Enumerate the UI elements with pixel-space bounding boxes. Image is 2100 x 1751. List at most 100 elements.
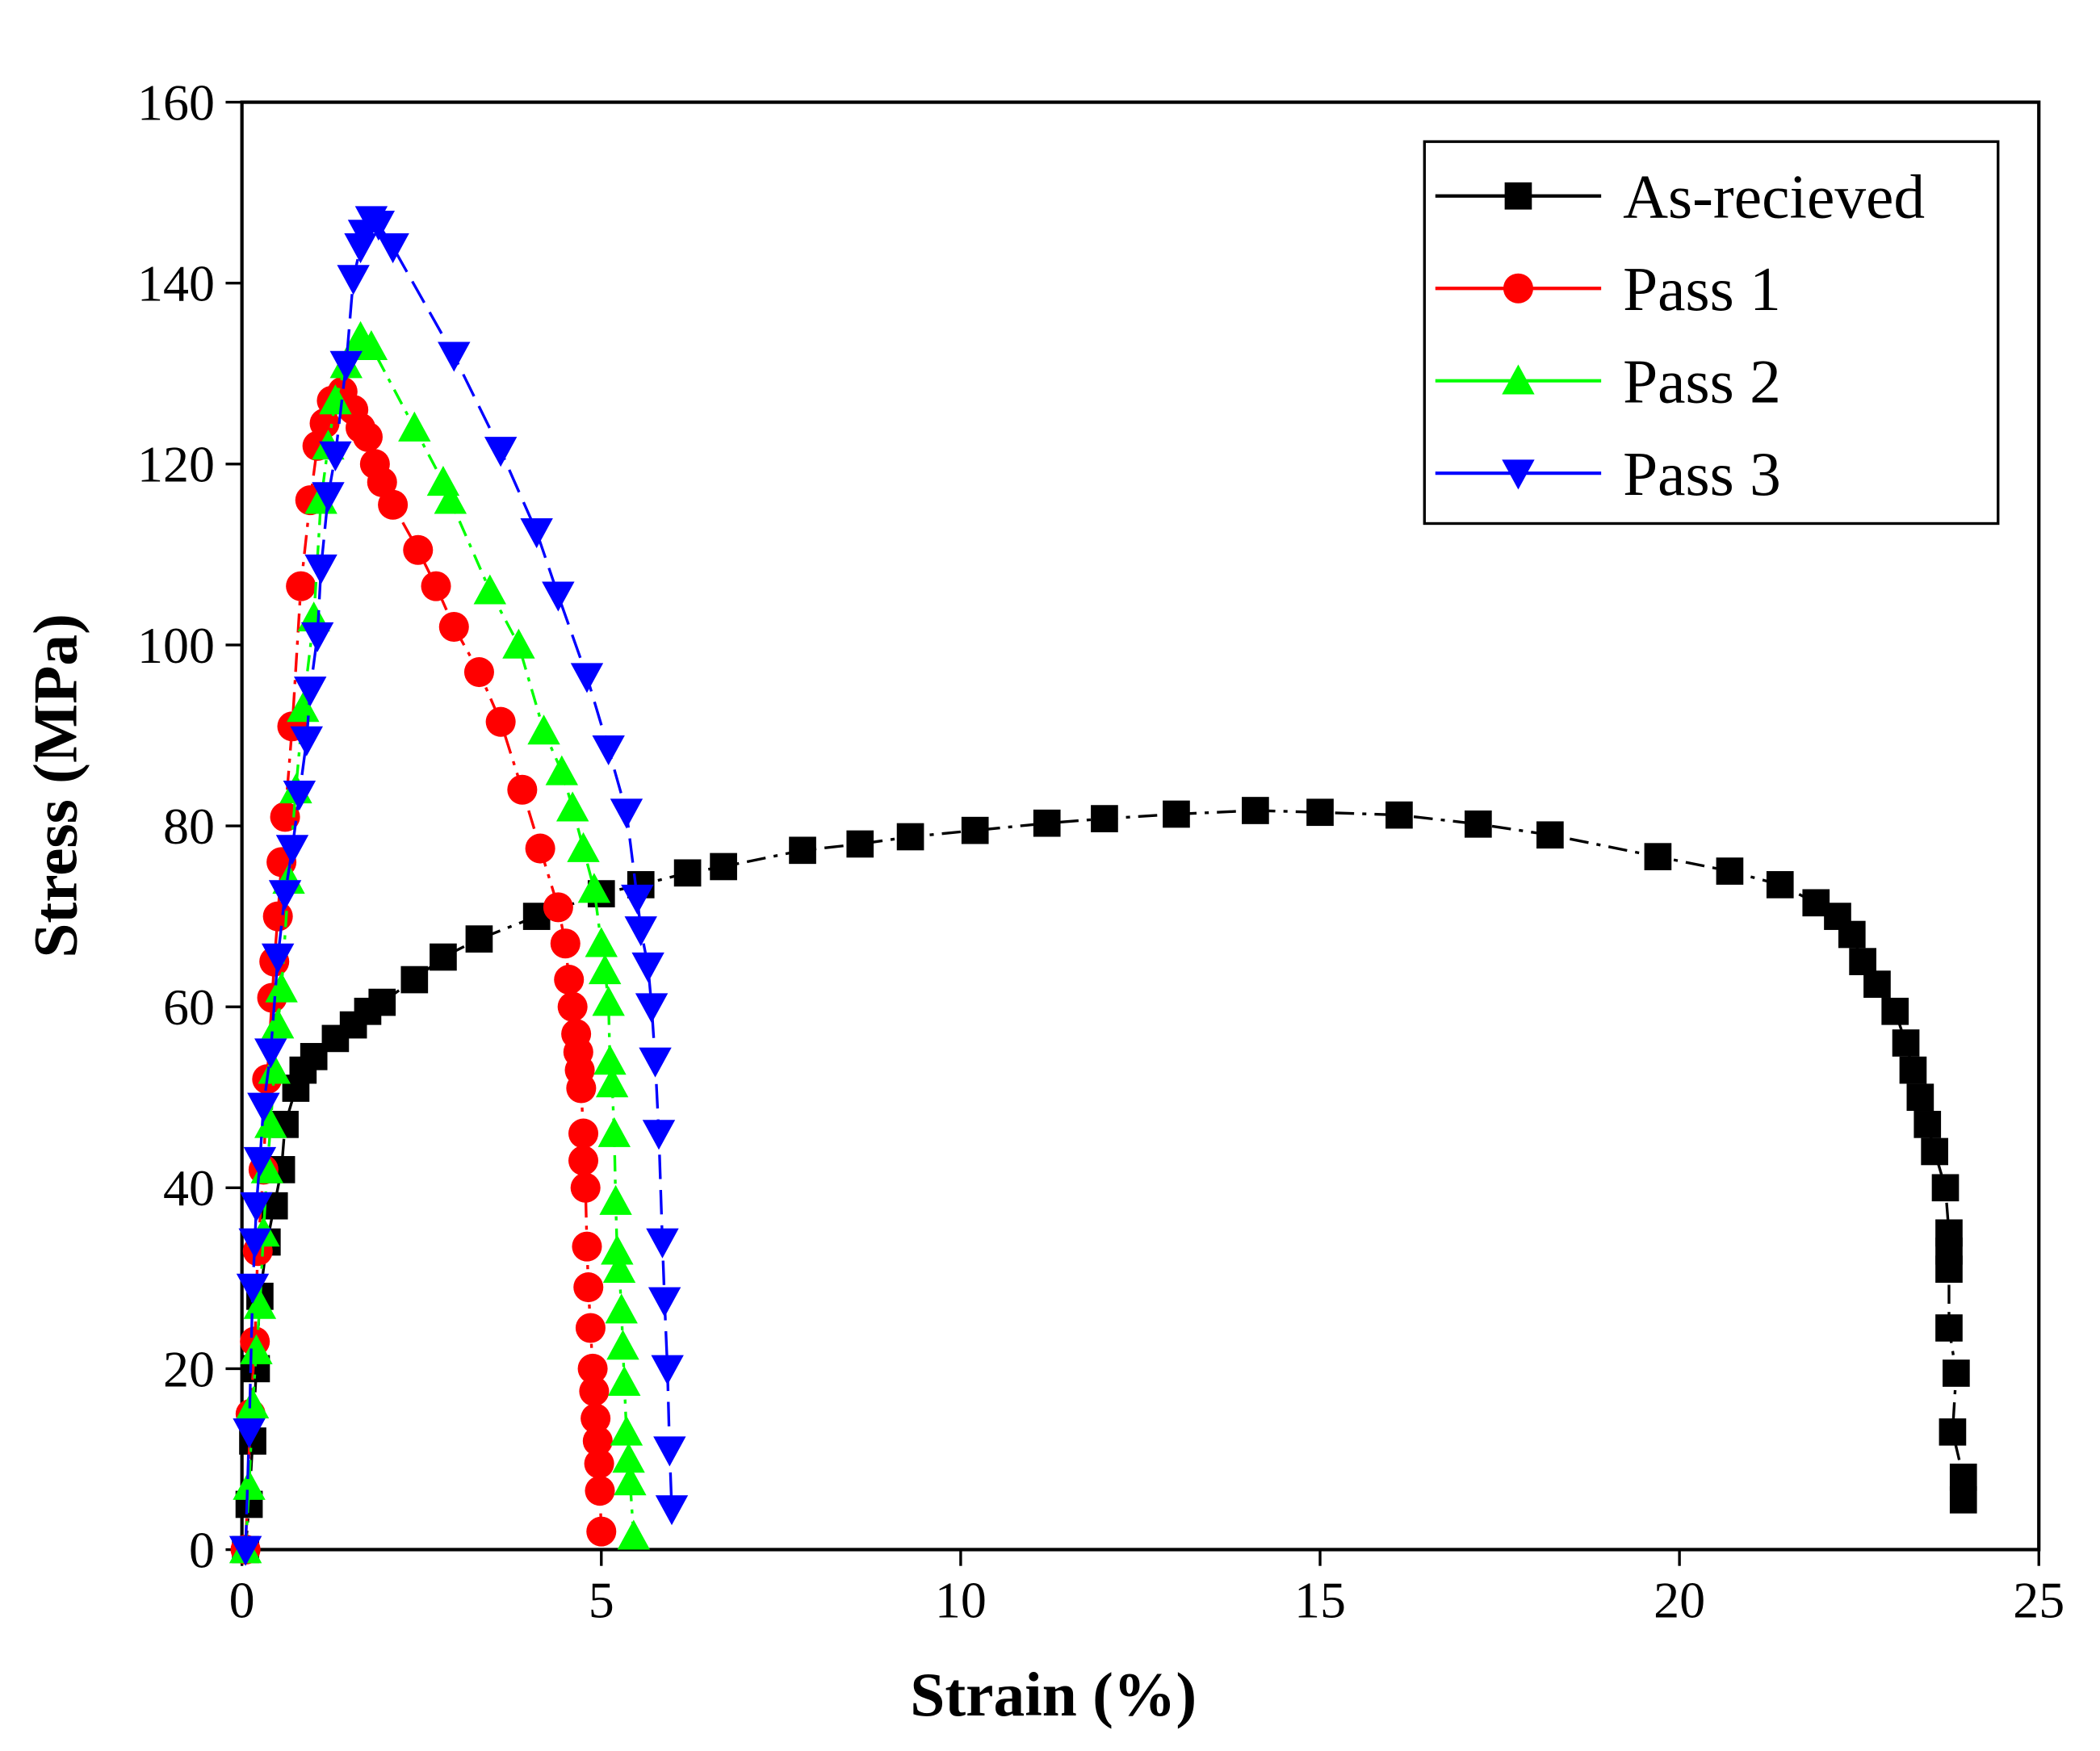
marker — [543, 892, 573, 923]
marker — [520, 518, 553, 549]
marker — [605, 1293, 638, 1324]
y-axis-title: Stress (MPa) — [20, 614, 90, 958]
marker — [599, 1184, 632, 1215]
marker — [438, 612, 469, 643]
marker — [568, 1146, 599, 1176]
legend-label: Pass 2 — [1623, 347, 1781, 417]
marker — [545, 755, 579, 785]
marker — [572, 1231, 602, 1262]
marker — [367, 467, 397, 497]
marker — [265, 972, 298, 1003]
marker — [1935, 1314, 1963, 1342]
marker — [1536, 821, 1564, 849]
plot-frame — [240, 100, 2041, 1552]
marker — [352, 421, 383, 452]
marker — [585, 1476, 615, 1506]
marker — [555, 791, 589, 822]
marker — [400, 966, 429, 994]
marker — [612, 1443, 645, 1473]
marker — [262, 901, 293, 932]
marker — [710, 852, 737, 881]
marker — [337, 265, 370, 295]
x-tick-label: 5 — [589, 1572, 614, 1629]
x-tick-label: 20 — [1654, 1572, 1705, 1629]
marker — [1306, 798, 1334, 827]
marker — [624, 916, 657, 947]
marker — [582, 1426, 613, 1456]
marker — [283, 780, 316, 811]
marker — [1716, 857, 1744, 885]
marker — [568, 1118, 599, 1149]
marker — [570, 1172, 601, 1203]
legend-marker — [1504, 182, 1532, 210]
marker — [430, 943, 457, 971]
marker — [368, 988, 396, 1016]
marker — [236, 1389, 270, 1419]
marker — [557, 991, 588, 1022]
legend-label: Pass 3 — [1623, 439, 1781, 509]
marker — [270, 802, 300, 832]
marker — [1766, 871, 1794, 899]
marker — [254, 1108, 287, 1138]
marker — [1242, 797, 1269, 824]
marker — [287, 692, 320, 723]
marker — [610, 798, 643, 829]
marker — [581, 1403, 611, 1434]
marker — [421, 571, 451, 601]
marker — [275, 835, 309, 865]
marker — [1091, 805, 1118, 832]
marker — [585, 927, 618, 957]
marker — [294, 677, 327, 707]
marker — [247, 1092, 280, 1123]
marker — [240, 1192, 273, 1222]
marker — [243, 1146, 277, 1177]
marker — [1913, 1111, 1942, 1138]
marker — [1931, 1174, 1960, 1202]
marker — [789, 836, 816, 865]
marker — [642, 1120, 676, 1150]
marker — [584, 1448, 614, 1479]
marker — [465, 925, 493, 953]
y-tick-label: 80 — [163, 798, 215, 855]
marker — [589, 954, 622, 985]
marker — [463, 657, 494, 688]
marker — [236, 1273, 270, 1304]
marker — [300, 622, 334, 652]
marker — [290, 726, 323, 756]
marker — [1385, 801, 1413, 829]
marker — [286, 571, 316, 601]
marker — [651, 1355, 684, 1385]
x-tick-label: 0 — [229, 1572, 255, 1629]
marker — [1935, 1237, 1963, 1265]
marker — [319, 441, 352, 471]
marker — [502, 628, 535, 659]
x-tick-label: 10 — [935, 1572, 987, 1629]
marker — [573, 1272, 604, 1303]
marker — [376, 233, 409, 264]
y-tick-label: 140 — [137, 255, 215, 312]
y-tick-label: 0 — [189, 1521, 215, 1578]
marker — [434, 484, 467, 514]
marker — [1921, 1137, 1948, 1166]
marker — [1033, 809, 1061, 837]
marker — [635, 993, 669, 1024]
y-tick-label: 100 — [137, 617, 215, 674]
marker — [312, 482, 345, 513]
y-tick-label: 120 — [137, 436, 215, 493]
marker — [597, 1116, 631, 1147]
marker — [639, 1047, 672, 1078]
marker — [1163, 800, 1190, 828]
marker — [1465, 810, 1492, 838]
marker — [261, 1008, 295, 1039]
marker — [592, 735, 625, 766]
marker — [579, 1376, 610, 1406]
marker — [621, 884, 654, 915]
marker — [550, 928, 581, 959]
legend-marker — [1503, 273, 1533, 304]
marker — [542, 581, 575, 612]
marker — [648, 1287, 681, 1317]
marker — [228, 1535, 262, 1566]
marker — [653, 1436, 686, 1467]
marker — [438, 341, 471, 372]
marker — [575, 1313, 606, 1343]
